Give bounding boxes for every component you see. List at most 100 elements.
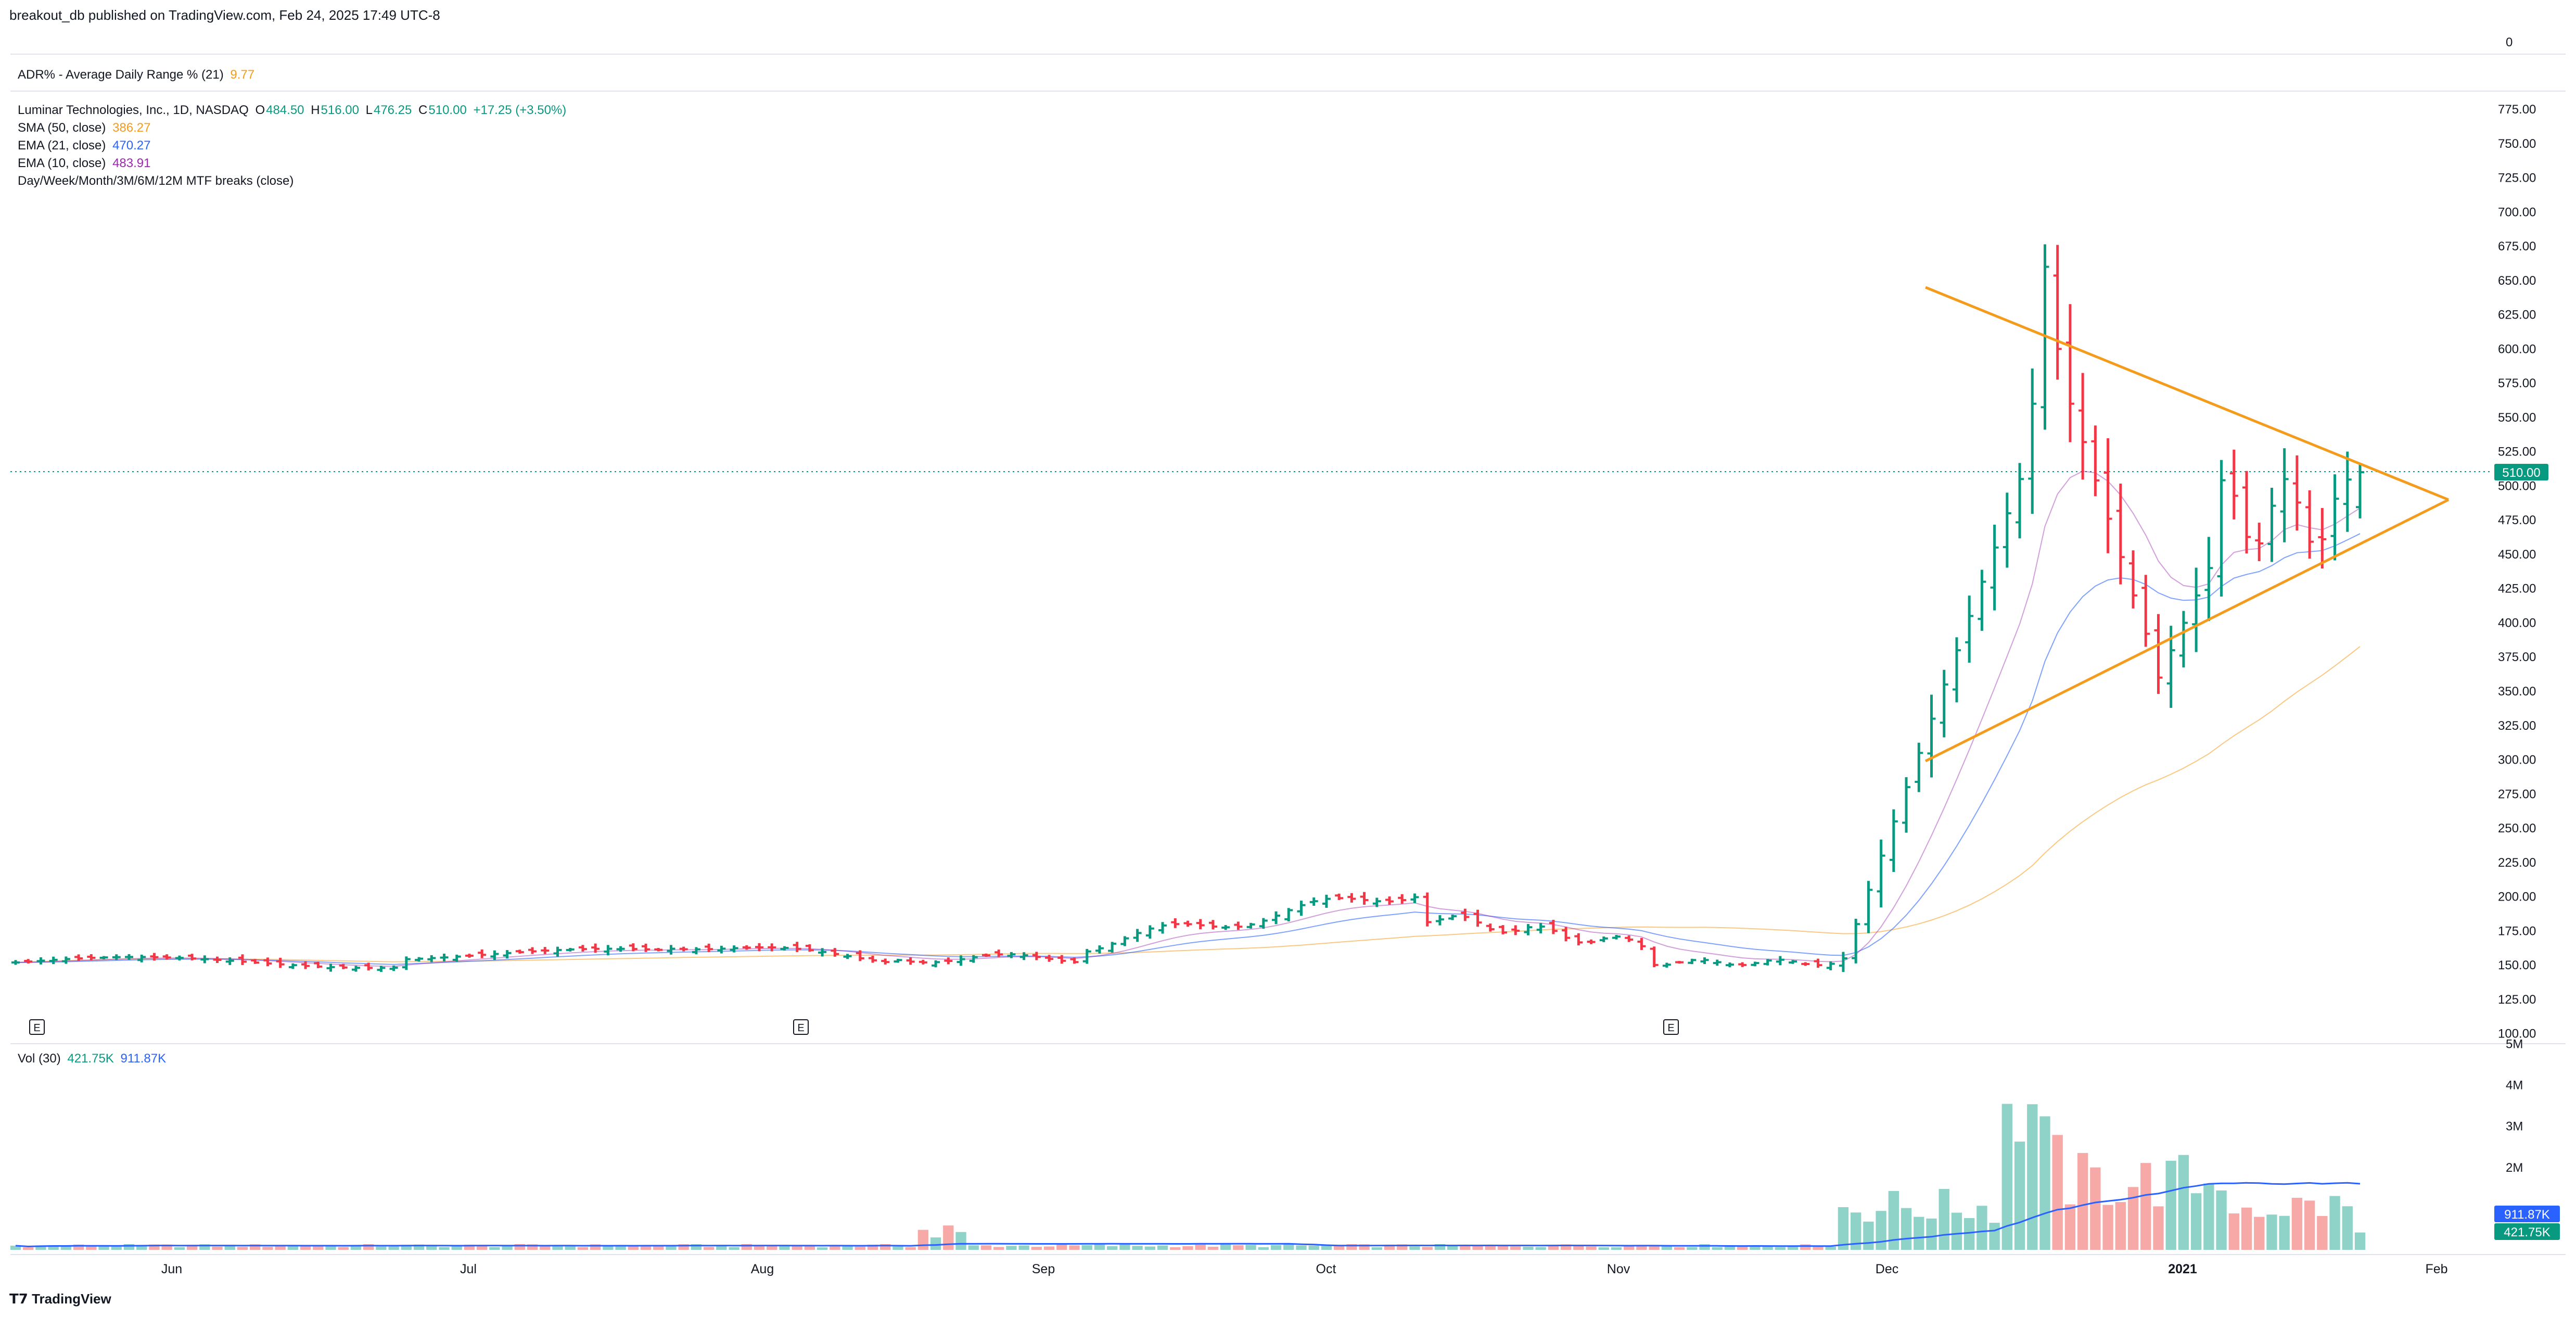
volume-bar	[980, 1245, 992, 1250]
tradingview-logo[interactable]: 𝗧𝟳 TradingView	[9, 1291, 111, 1307]
price-axis[interactable]: 775.00 750.00 725.00 700.00 675.00 650.00 625.…	[2498, 103, 2536, 1041]
ema-21-line	[15, 533, 2361, 965]
earnings-marker[interactable]: E	[1663, 1019, 1679, 1035]
publisher-line: breakout_db published on TradingView.com…	[9, 7, 440, 23]
symbol-legend[interactable]: Luminar Technologies, Inc., 1D, NASDAQ O…	[18, 103, 569, 118]
volume-bar	[212, 1246, 223, 1250]
change-value: +17.25 (+3.50%)	[473, 103, 567, 117]
volume-bar	[136, 1245, 147, 1250]
price-tick-label: 475.00	[2498, 513, 2536, 527]
price-bar	[1763, 959, 1772, 966]
price-bar	[768, 943, 776, 952]
price-bar	[692, 947, 700, 955]
price-bar	[705, 943, 713, 952]
adr-legend: ADR% - Average Daily Range % (21) 9.77	[18, 68, 258, 82]
volume-bar	[439, 1247, 450, 1250]
price-bar	[1877, 839, 1885, 908]
price-bar	[1637, 938, 1646, 950]
sma-label: SMA (50, close)	[18, 121, 106, 135]
volume-ma-tag: 911.87K	[2494, 1206, 2560, 1222]
earnings-marker[interactable]: E	[29, 1019, 45, 1035]
ema10-legend[interactable]: EMA (10, close) 483.91	[18, 156, 154, 171]
triangle-drawing[interactable]	[1924, 286, 2450, 763]
ema21-value: 470.27	[112, 138, 151, 153]
volume-bar	[2203, 1183, 2214, 1250]
volume-bar	[1876, 1211, 1886, 1250]
close-label: C	[418, 103, 428, 117]
volume-bar	[250, 1244, 261, 1250]
volume-bar	[287, 1245, 299, 1250]
sma-legend[interactable]: SMA (50, close) 386.27	[18, 121, 154, 135]
volume-bar	[1094, 1244, 1105, 1250]
volume-bar	[1081, 1245, 1092, 1250]
mtf-legend[interactable]: Day/Week/Month/3M/6M/12M MTF breaks (clo…	[18, 174, 297, 188]
price-bar	[1120, 936, 1129, 946]
volume-bar	[2014, 1142, 2025, 1250]
volume-bar	[2077, 1153, 2088, 1250]
volume-bar	[1371, 1247, 1382, 1250]
volume-bar	[1926, 1218, 1937, 1250]
price-bar	[2003, 492, 2011, 568]
ema21-legend[interactable]: EMA (21, close) 470.27	[18, 138, 154, 153]
price-bar	[1221, 925, 1230, 930]
volume-bar	[1434, 1244, 1446, 1250]
time-tick-label: Nov	[1607, 1262, 1630, 1276]
volume-bar	[628, 1245, 639, 1250]
volume-tick-label: 5M	[2506, 1037, 2523, 1052]
volume-bar	[2153, 1206, 2164, 1250]
price-bar	[137, 954, 146, 963]
price-bar	[1524, 924, 1533, 935]
low-label: L	[365, 103, 373, 117]
volume-bar	[2228, 1213, 2239, 1250]
price-bar	[2154, 614, 2163, 694]
price-bar	[591, 943, 600, 953]
volume-bar	[2354, 1232, 2366, 1250]
price-bar	[604, 945, 613, 956]
volume-bar	[10, 1245, 21, 1250]
volume-ma-line	[15, 1182, 2361, 1248]
price-bar	[1915, 742, 1923, 792]
time-tick-label: Sep	[1032, 1262, 1055, 1276]
price-bar	[742, 945, 751, 950]
price-bar	[1007, 952, 1016, 958]
time-tick-label: 2021	[2168, 1262, 2197, 1276]
volume-bar	[993, 1247, 1004, 1250]
volume-bar	[35, 1245, 46, 1250]
price-tick-label: 575.00	[2498, 376, 2536, 390]
price-tag: 510.00	[2494, 464, 2548, 480]
price-bar	[188, 954, 197, 960]
ema10-label: EMA (10, close)	[18, 156, 106, 170]
volume-bar	[1737, 1245, 1748, 1250]
volume-bar	[388, 1246, 399, 1250]
volume-bar	[1069, 1245, 1080, 1250]
volume-bar	[1283, 1244, 1294, 1250]
volume-bar	[1989, 1222, 2000, 1250]
volume-legend[interactable]: Vol (30) 421.75K 911.87K	[18, 1052, 169, 1066]
price-bar	[503, 950, 512, 959]
price-bar	[87, 954, 96, 961]
volume-bar	[1397, 1244, 1408, 1250]
price-bar	[818, 948, 827, 957]
earnings-marker[interactable]: E	[793, 1019, 809, 1035]
price-bar	[553, 946, 562, 957]
price-bar	[843, 954, 852, 959]
price-tick-label: 425.00	[2498, 582, 2536, 596]
time-axis[interactable]: Jun Jul Aug Sep Oct Nov Dec 2021 Feb	[161, 1262, 2448, 1276]
price-bar	[1435, 915, 1444, 926]
price-tick-label: 625.00	[2498, 308, 2536, 322]
price-bar	[717, 945, 726, 954]
volume-axis[interactable]: 5M 4M 3M 2M	[2506, 1037, 2523, 1175]
volume-bar	[880, 1244, 891, 1250]
volume-bar	[1963, 1218, 1975, 1250]
volume-bar	[716, 1245, 727, 1250]
volume-bar	[1119, 1244, 1130, 1250]
price-bar	[1700, 957, 1709, 964]
price-tick-label: 100.00	[2498, 1027, 2536, 1041]
price-bar	[1864, 881, 1873, 933]
price-bar	[1032, 952, 1041, 960]
price-bar	[99, 956, 108, 959]
price-bar	[1612, 934, 1621, 940]
price-bar	[1158, 922, 1167, 934]
price-bar	[1196, 919, 1205, 930]
